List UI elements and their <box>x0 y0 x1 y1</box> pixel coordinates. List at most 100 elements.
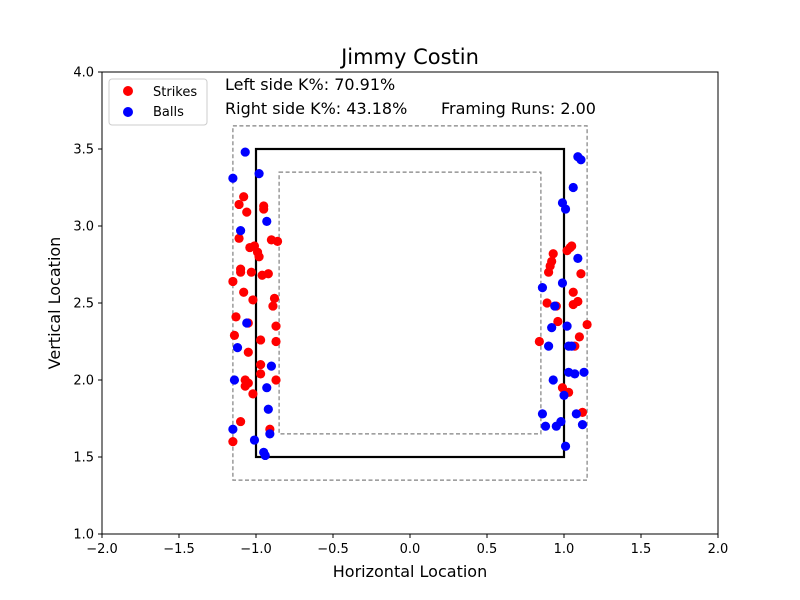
balls-series <box>228 147 589 461</box>
balls-point <box>560 441 571 451</box>
strikes-point <box>256 335 266 345</box>
balls-point <box>266 361 276 371</box>
balls-point <box>537 409 548 419</box>
y-tick-label: 3.5 <box>73 143 94 158</box>
balls-point <box>571 409 581 419</box>
strikes-point <box>567 241 577 251</box>
strikes-point <box>243 347 253 357</box>
legend-strikes-marker <box>123 86 133 96</box>
balls-point <box>557 278 568 288</box>
balls-point <box>254 169 264 179</box>
x-tick-label: −0.5 <box>317 542 349 557</box>
strikes-point <box>568 287 578 297</box>
balls-point <box>263 404 273 414</box>
balls-point <box>547 323 557 333</box>
strikes-point <box>574 332 585 342</box>
x-tick-label: 0.0 <box>400 542 421 557</box>
x-axis-label: Horizontal Location <box>333 562 487 581</box>
framing-runs-annotation: Framing Runs: 2.00 <box>441 99 596 118</box>
strikes-point <box>228 276 238 287</box>
legend-balls-marker <box>123 107 133 117</box>
y-tick-label: 2.0 <box>73 374 94 389</box>
strikes-point <box>229 330 240 340</box>
x-tick-label: 1.5 <box>631 542 652 557</box>
balls-point <box>576 155 586 165</box>
strikes-point <box>547 256 557 267</box>
balls-point <box>567 341 577 351</box>
strikes-point <box>269 293 280 303</box>
balls-point <box>568 182 578 193</box>
balls-point <box>556 416 566 427</box>
y-tick-label: 2.5 <box>73 297 94 312</box>
strikes-point <box>548 249 558 259</box>
strikes-point <box>236 416 246 427</box>
strikes-point <box>268 301 278 311</box>
x-tick-label: 0.5 <box>477 542 498 557</box>
balls-point <box>262 216 272 226</box>
x-tick-label: −1.0 <box>240 542 272 557</box>
strikes-point <box>256 369 266 379</box>
legend-strikes-label: Strikes <box>153 85 197 100</box>
x-tick-label: 1.0 <box>554 542 575 557</box>
balls-point <box>544 341 554 351</box>
strikes-point <box>239 287 249 297</box>
strikes-point <box>271 375 281 385</box>
inner-zone-rect <box>278 171 542 435</box>
y-axis-label: Vertical Location <box>45 237 64 370</box>
strikes-point <box>231 312 241 322</box>
balls-point <box>573 253 583 263</box>
balls-point <box>242 318 252 328</box>
right-k-annotation: Right side K%: 43.18% <box>225 99 407 118</box>
balls-point <box>228 173 238 183</box>
x-tick-label: 2.0 <box>708 542 729 557</box>
strikes-point <box>234 199 244 210</box>
chart-title: Jimmy Costin <box>339 45 479 69</box>
balls-point <box>240 147 250 157</box>
strikes-point <box>239 192 249 202</box>
strikes-point <box>263 269 273 279</box>
balls-point <box>548 375 558 385</box>
strikes-point <box>271 336 281 347</box>
axes: −2.0 −1.5 −1.0 −0.5 0.0 0.5 1.0 1.5 2.0 1.0 1.5 2.0… <box>73 66 728 558</box>
balls-point <box>540 421 551 431</box>
y-tick-label: 1.0 <box>73 528 94 543</box>
balls-point <box>537 283 548 293</box>
balls-point <box>562 321 572 331</box>
strikes-point <box>553 316 563 327</box>
balls-point <box>577 420 588 430</box>
strikes-point <box>573 296 583 307</box>
strikes-point <box>248 295 258 305</box>
y-tick-label: 1.5 <box>73 451 94 466</box>
x-tick-label: −2.0 <box>86 542 118 557</box>
balls-point <box>229 375 240 385</box>
strikes-point <box>234 233 244 243</box>
x-tick-label: −1.5 <box>163 542 195 557</box>
legend: Strikes Balls <box>108 78 208 126</box>
strikes-series <box>228 192 592 447</box>
strikes-point <box>254 252 264 262</box>
strikes-point <box>248 389 258 399</box>
strikes-point <box>242 207 252 217</box>
plot-area <box>228 125 592 481</box>
balls-point <box>570 369 580 379</box>
strikes-point <box>542 298 552 308</box>
legend-box <box>108 78 208 126</box>
strikes-point <box>271 321 281 331</box>
strikes-point <box>243 378 253 388</box>
strikes-point <box>236 267 246 277</box>
strikes-point <box>259 204 269 214</box>
strikes-point <box>272 236 283 246</box>
balls-point <box>260 450 270 461</box>
strikes-point <box>534 336 544 347</box>
strikes-point <box>228 437 238 447</box>
balls-point <box>579 367 589 377</box>
strikes-point <box>256 360 266 370</box>
outer-zone-rect <box>232 125 588 481</box>
y-tick-label: 4.0 <box>73 66 94 81</box>
balls-point <box>262 383 272 393</box>
balls-point <box>265 429 275 439</box>
balls-point <box>560 204 571 214</box>
balls-point <box>232 343 243 353</box>
legend-balls-label: Balls <box>153 105 184 120</box>
